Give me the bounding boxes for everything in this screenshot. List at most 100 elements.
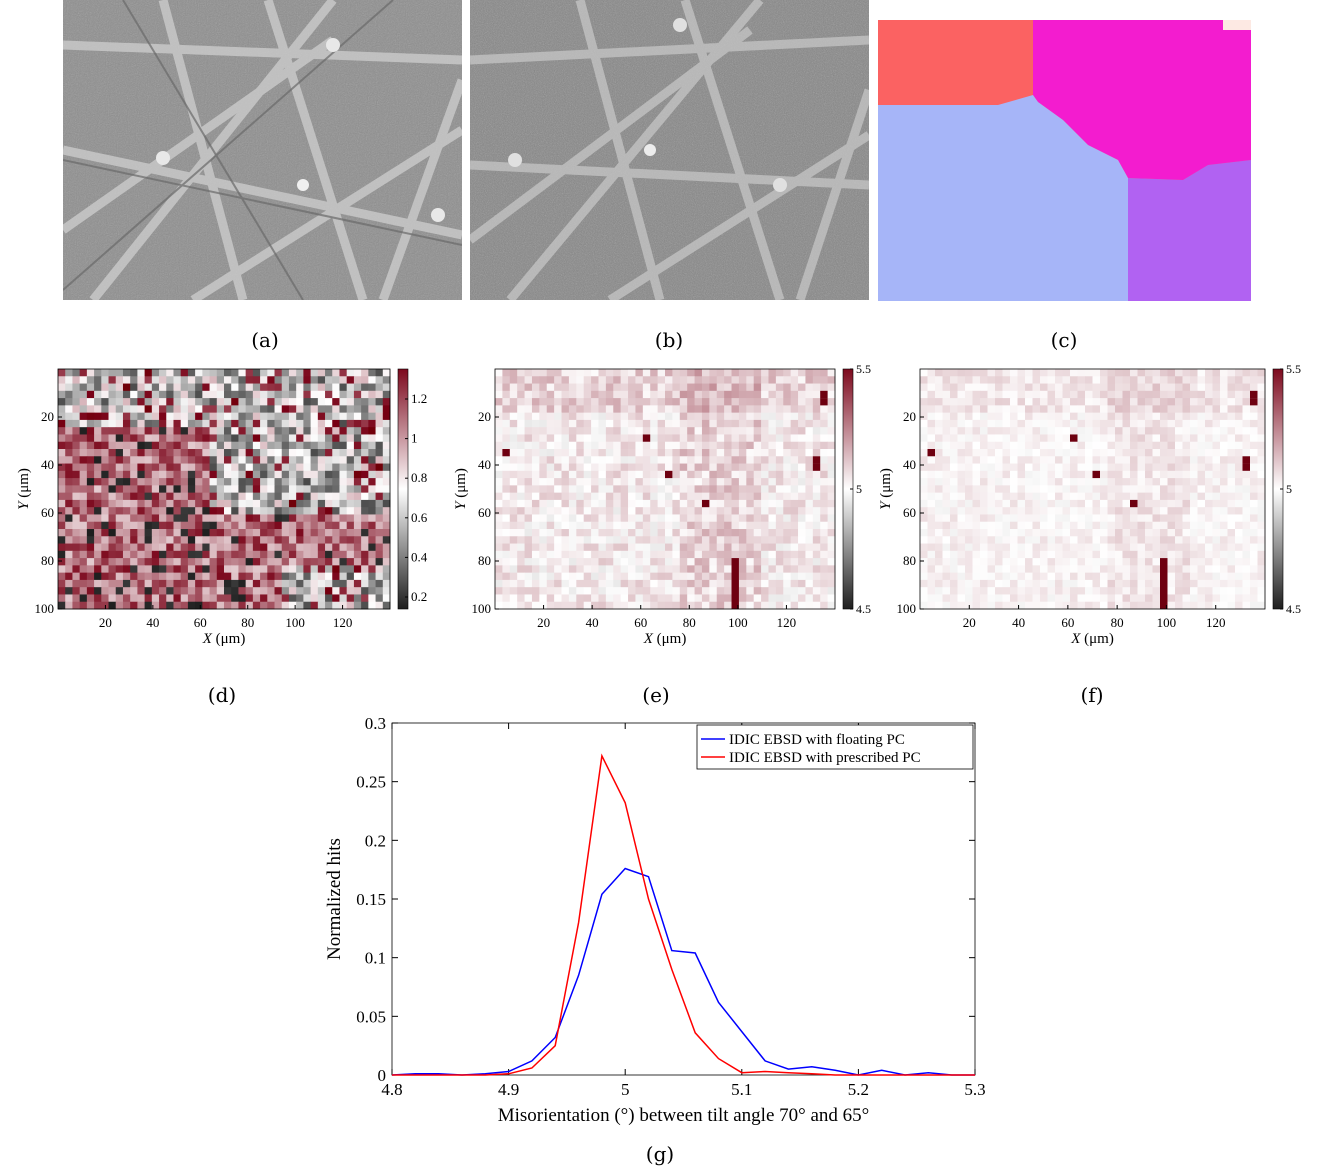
x-tick-label: 100: [728, 615, 748, 630]
y-axis-label: Y (μm): [880, 468, 894, 510]
x-tick-label: 5.2: [848, 1080, 869, 1099]
map-cells: [58, 369, 391, 610]
legend-box: [696, 724, 974, 770]
caption-f: (f): [1080, 683, 1104, 707]
caption-a: (a): [251, 328, 279, 352]
misorientation-histogram: 4.8 4.9 5 5.1 5.2 5.3 0 0.05 0.1 0.15 0.2 0.25 0.3 Mi…: [300, 705, 1000, 1145]
legend-label: IDIC EBSD with floating PC: [729, 732, 905, 748]
y-tick-label: 0.05: [356, 1007, 386, 1026]
colorbar-tick-label: 4.5: [856, 602, 871, 616]
outlier-pixels: [502, 390, 828, 609]
map-f-plot: 20 40 60 80 100 120 20 40 60 80 100 X (μm) Y (μm) 5.5…: [878, 362, 1301, 647]
colorbar-tick-label: 1: [411, 431, 418, 446]
y-tick-label: 40: [41, 457, 54, 472]
colorbar-tick-label: 5: [856, 482, 862, 496]
y-tick-label: 100: [472, 601, 492, 616]
y-tick-label: 40: [478, 457, 491, 472]
x-tick-label: 80: [683, 615, 696, 630]
x-tick-label: 120: [1206, 615, 1226, 630]
x-tick-label: 4.9: [498, 1080, 519, 1099]
series-line-2: [392, 753, 975, 1076]
map-cells: [920, 369, 1266, 610]
histogram-plot: 4.8 4.9 5 5.1 5.2 5.3 0 0.05 0.1 0.15 0.2 0.25 0.3 Mi…: [324, 714, 986, 1126]
colorbar-tick-label: 4.5: [1286, 602, 1301, 616]
x-tick-label: 60: [634, 615, 647, 630]
y-tick-label: 0.3: [365, 714, 386, 733]
y-tick-label: 0.1: [365, 949, 386, 968]
y-tick-label: 80: [903, 553, 916, 568]
x-tick-label: 20: [99, 615, 112, 630]
colorbar: [397, 368, 409, 610]
map-frame: [57, 368, 391, 610]
map-d: 20 40 60 80 100 120 20 40 60 80 100 X (μm) Y (μm) 1.2…: [0, 360, 460, 660]
grain-map-image: [878, 20, 1251, 301]
y-axis-label: Y (μm): [453, 468, 469, 510]
x-tick-label: 120: [333, 615, 353, 630]
series-line-1: [391, 867, 975, 1076]
colorbar-tick-label: 5.5: [856, 362, 871, 376]
x-axis-label: X (μm): [202, 631, 246, 647]
ebsd-pattern-b: [470, 0, 869, 300]
y-tick-label: 40: [903, 457, 916, 472]
y-tick-label: 20: [478, 409, 491, 424]
outlier-pixels: [927, 390, 1258, 609]
colorbar-tick-label: 5: [1286, 482, 1292, 496]
x-tick-label: 120: [777, 615, 797, 630]
y-tick-label: 100: [35, 601, 55, 616]
caption-g: (g): [645, 1142, 675, 1166]
y-tick-label: 80: [478, 553, 491, 568]
x-tick-label: 100: [285, 615, 305, 630]
x-tick-label: 40: [586, 615, 599, 630]
y-tick-label: 60: [478, 505, 491, 520]
x-tick-label: 4.8: [381, 1080, 402, 1099]
y-axis-label: Normalized hits: [324, 838, 345, 960]
x-tick-label: 60: [194, 615, 207, 630]
x-tick-label: 5: [621, 1080, 630, 1099]
y-tick-label: 0.25: [356, 773, 386, 792]
x-axis-label: Misorientation (°) between tilt angle 70…: [498, 1105, 870, 1126]
y-tick-label: 0.2: [365, 831, 386, 850]
colorbar-tick-label: 0.4: [411, 549, 428, 564]
caption-d: (d): [207, 683, 237, 707]
x-tick-label: 80: [241, 615, 254, 630]
grain-orientation-map: [878, 20, 1251, 301]
y-tick-label: 100: [897, 601, 917, 616]
colorbar-tick-label: 0.2: [411, 589, 427, 604]
colorbar-tick-label: 1.2: [411, 391, 427, 406]
x-axis-label: X (μm): [1070, 631, 1114, 647]
plot-frame: [391, 722, 976, 1076]
map-cells: [495, 369, 836, 610]
y-tick-label: 60: [41, 505, 54, 520]
kikuchi-pattern-a-image: [63, 0, 462, 300]
x-tick-label: 5.3: [964, 1080, 985, 1099]
x-axis-label: X (μm): [643, 631, 687, 647]
y-tick-label: 0: [378, 1066, 387, 1085]
y-tick-label: 20: [903, 409, 916, 424]
colorbar-tick-label: 0.6: [411, 510, 428, 525]
x-tick-label: 40: [1012, 615, 1025, 630]
colorbar-tick-label: 5.5: [1286, 362, 1301, 376]
caption-c: (c): [1050, 328, 1078, 352]
map-f: 20 40 60 80 100 120 20 40 60 80 100 X (μm) Y (μm) 5.5…: [878, 360, 1320, 660]
caption-b: (b): [654, 328, 684, 352]
legend-label: IDIC EBSD with prescribed PC: [729, 750, 921, 766]
x-tick-label: 5.1: [731, 1080, 752, 1099]
map-e: 20 40 60 80 100 120 20 40 60 80 100 X (μm) Y (μm) 5.5…: [440, 360, 880, 660]
colorbar-tick-label: 0.8: [411, 470, 427, 485]
kikuchi-pattern-b-image: [470, 0, 869, 300]
x-tick-label: 80: [1111, 615, 1124, 630]
caption-e: (e): [642, 683, 670, 707]
map-d-plot: 20 40 60 80 100 120 20 40 60 80 100 X (μm) Y (μm) 1.2…: [16, 368, 428, 647]
map-frame: [919, 368, 1266, 610]
y-tick-label: 20: [41, 409, 54, 424]
ebsd-pattern-a: [63, 0, 462, 300]
x-tick-label: 40: [146, 615, 159, 630]
x-tick-label: 60: [1061, 615, 1074, 630]
y-tick-label: 60: [903, 505, 916, 520]
map-e-plot: 20 40 60 80 100 120 20 40 60 80 100 X (μm) Y (μm) 5.5…: [453, 362, 871, 647]
y-axis-label: Y (μm): [16, 468, 32, 510]
x-tick-label: 100: [1157, 615, 1177, 630]
map-frame: [494, 368, 836, 610]
x-tick-label: 20: [537, 615, 550, 630]
y-tick-label: 0.15: [356, 890, 386, 909]
